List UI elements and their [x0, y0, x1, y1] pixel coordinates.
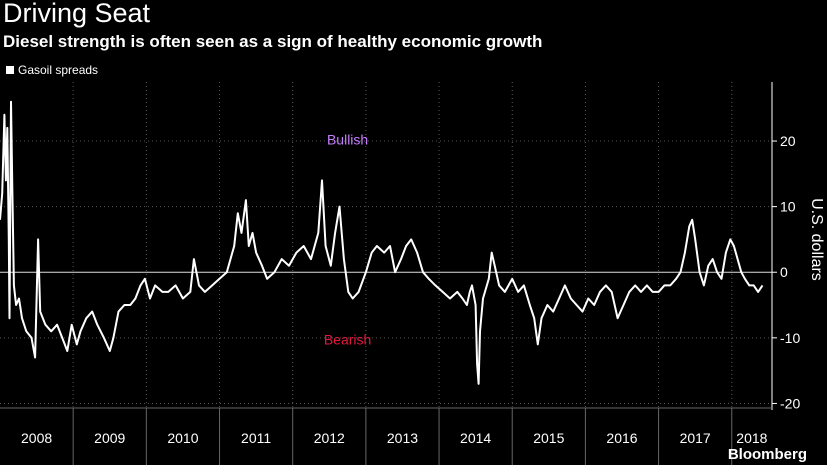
x-tick-label: 2017 — [680, 430, 711, 446]
x-tick-label: 2014 — [460, 430, 491, 446]
y-tick-label: -10 — [780, 330, 800, 346]
x-tick-label: 2011 — [241, 430, 271, 446]
y-tick-label: 0 — [780, 264, 788, 280]
x-tick-label: 2010 — [167, 430, 198, 446]
x-tick-label: 2015 — [533, 430, 564, 446]
grid-layer — [0, 82, 772, 410]
label-layer: Bullish Bearish — [324, 131, 371, 347]
x-tick-label: 2009 — [94, 430, 125, 446]
chart-title: Driving Seat — [3, 0, 151, 28]
series-line-0 — [0, 100, 764, 385]
x-tick-label: 2012 — [314, 430, 345, 446]
bearish-label: Bearish — [324, 331, 371, 347]
x-tick-label: 2018 — [736, 430, 767, 446]
axis-layer: 2008 2009 2010 2011 2012 2013 2014 2015 2016 2017… — [0, 82, 825, 465]
legend-swatch — [6, 66, 14, 74]
bullish-label: Bullish — [327, 131, 368, 147]
x-tick-label: 2016 — [606, 430, 637, 446]
y-tick-label: 20 — [780, 133, 796, 149]
legend: Gasoil spreads — [6, 63, 98, 77]
x-tick-label: 2008 — [21, 430, 52, 446]
y-tick-label: -20 — [780, 395, 800, 411]
legend-label: Gasoil spreads — [18, 63, 99, 77]
y-tick-label: 10 — [780, 199, 796, 215]
chart-subtitle: Diesel strength is often seen as a sign … — [3, 32, 543, 51]
x-tick-label: 2013 — [387, 430, 418, 446]
y-axis-title: U.S. dollars — [808, 198, 825, 281]
series-layer — [0, 100, 764, 385]
bloomberg-logo: Bloomberg — [727, 446, 807, 463]
